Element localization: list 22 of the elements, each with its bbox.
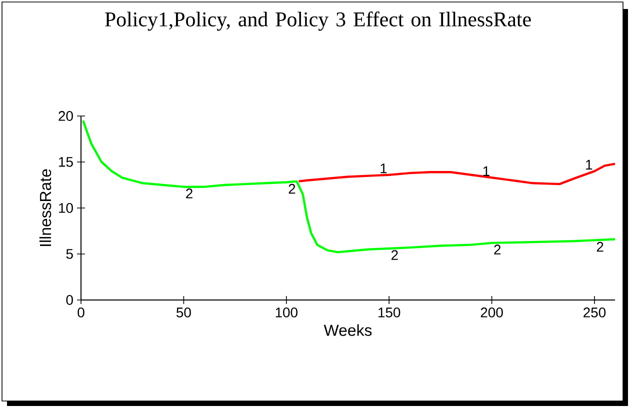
y-tick-label: 20 [58, 111, 73, 121]
y-tick-label: 15 [59, 157, 73, 167]
chart-title: Policy1,Policy, and Policy 3 Effect on IllnessRate [105, 12, 531, 31]
x-tick-label: 50 [176, 308, 191, 318]
x-tick-label: 150 [378, 308, 400, 318]
text: 1 [380, 164, 387, 174]
y-axis-title: IllnessRate [39, 169, 52, 246]
x-tick-label: 200 [480, 308, 503, 318]
y-tick-label: 0 [66, 295, 73, 305]
x-tick-label: 250 [584, 308, 606, 318]
series-label: 2 [186, 188, 192, 198]
text: 2 [494, 244, 501, 254]
series-label: 1 [483, 166, 490, 176]
x-axis-title: Weeks [324, 324, 372, 336]
y-tick-label: 10 [59, 203, 73, 213]
y-tick-label: 5 [66, 249, 73, 259]
x-tick-label: 100 [276, 308, 298, 318]
text: 2 [288, 184, 296, 194]
text: 2 [391, 250, 398, 260]
text: 2 [596, 242, 604, 252]
x-tick-label: 0 [78, 308, 84, 318]
text: 1 [586, 160, 592, 170]
